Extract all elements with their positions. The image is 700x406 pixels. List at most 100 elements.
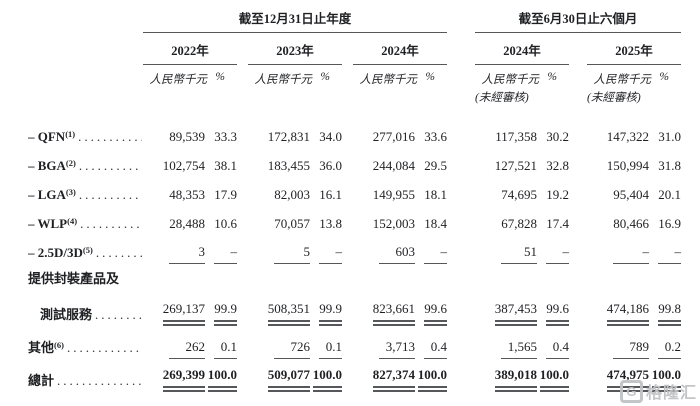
value-text: 51: [501, 244, 537, 264]
pct-cell: 18.4: [415, 216, 447, 235]
unaudited-note: (未經審核): [587, 92, 641, 104]
table-row: – WLP(4)................................…: [28, 206, 688, 235]
value-text: 172,831: [267, 129, 310, 144]
unaudited-note: [353, 89, 447, 105]
value-text: 5: [274, 244, 310, 264]
value-cell: 149,955: [353, 187, 415, 206]
pct-text: 19.2: [546, 187, 569, 202]
watermark-logo-icon: G: [619, 379, 643, 403]
leader-dots: ......................................: [95, 307, 142, 322]
table-row: – 2.5D/3D(5)............................…: [28, 235, 688, 264]
value-cell: 152,003: [353, 216, 415, 235]
value-cell: 508,351: [248, 301, 310, 326]
pct-text: 33.3: [214, 129, 237, 144]
pct-text: 100.0: [312, 367, 342, 392]
pct-text: 0.4: [424, 339, 447, 359]
pct-cell: 31.8: [649, 158, 681, 177]
table-row: 提供封裝產品及: [28, 264, 688, 290]
value-text: 117,358: [495, 129, 537, 144]
pct-text: 99.6: [546, 301, 569, 326]
pct-text: 33.6: [424, 129, 447, 144]
pct-text: 0.1: [319, 339, 342, 359]
period-cell-group: 152,003 18.4: [353, 216, 447, 235]
value-text: 269,399: [162, 367, 205, 392]
unaudited-note: (未經審核): [475, 92, 529, 104]
value-text: 389,018: [494, 367, 537, 392]
value-text: 74,695: [501, 187, 537, 202]
period-cell-group: 51–: [475, 244, 569, 264]
value-cell: 827,374: [353, 367, 415, 392]
pct-text: –: [214, 244, 237, 264]
row-label-text: 總計: [28, 373, 55, 388]
pct-cell: 16.1: [310, 187, 342, 206]
pct-text: 17.9: [214, 187, 237, 202]
value-text: 28,488: [169, 216, 205, 231]
pct-text: 10.6: [214, 216, 237, 231]
value-cell: 474,186: [587, 301, 649, 326]
period-cell-group: 823,661 99.6: [353, 301, 447, 326]
period-cell-group: 28,488 10.6: [143, 216, 237, 235]
period-cell-group: 48,353 17.9: [143, 187, 237, 206]
row-label-text: – BGA: [28, 158, 66, 173]
period-cell-group: 147,322 31.0: [587, 129, 681, 148]
value-cell: 269,137: [143, 301, 205, 326]
pct-cell: 0.4: [537, 339, 569, 359]
pct-text: 0.2: [658, 339, 681, 359]
financial-table: 截至12月31日止年度 截至6月30日止六個月 2022年 2023年 2024年 2…: [28, 8, 688, 392]
pct-cell: 0.2: [649, 339, 681, 359]
period-cell-group: 244,084 29.5: [353, 158, 447, 177]
table-row: – LGA(3)................................…: [28, 177, 688, 206]
value-text: 269,137: [162, 301, 205, 326]
footnote-superscript: (3): [65, 187, 76, 197]
value-cell: 1,565: [475, 339, 537, 359]
value-cell: 277,016: [353, 129, 415, 148]
footnote-superscript: (5): [82, 245, 93, 255]
leader-dots: ......................................: [66, 340, 142, 355]
pct-cell: –: [310, 244, 342, 264]
value-text: 244,084: [372, 158, 415, 173]
pct-text: –: [546, 244, 569, 264]
value-cell: 80,466: [587, 216, 649, 235]
row-label-text: – QFN: [28, 129, 66, 144]
row-label: – QFN(1)................................…: [28, 129, 143, 148]
value-cell: 95,404: [587, 187, 649, 206]
pct-text: –: [319, 244, 342, 264]
period-cell-group: 172,831 34.0: [248, 129, 342, 148]
value-cell: 269,399: [143, 367, 205, 392]
pct-cell: 99.9: [310, 301, 342, 326]
pct-cell: 99.6: [537, 301, 569, 326]
year-header: 2022年: [143, 40, 237, 65]
value-text: 127,521: [494, 158, 537, 173]
pct-text: 17.4: [546, 216, 569, 231]
footnote-superscript: (2): [65, 158, 76, 168]
period-cell-group: 183,455 36.0: [248, 158, 342, 177]
footnote-superscript: (1): [65, 129, 76, 139]
period-cell-group: 508,351 99.9: [248, 301, 342, 326]
row-label-text: 其他: [28, 340, 55, 355]
row-label-text: 測試服務: [40, 307, 93, 322]
pct-cell: 0.4: [415, 339, 447, 359]
value-text: 262: [169, 339, 205, 359]
value-cell: 89,539: [143, 129, 205, 148]
value-cell: 102,754: [143, 158, 205, 177]
pct-text: 99.6: [424, 301, 447, 326]
pct-cell: 17.4: [537, 216, 569, 235]
period-cell-group: 117,358 30.2: [475, 129, 569, 148]
period-group-titles: 截至12月31日止年度 截至6月30日止六個月: [143, 8, 688, 33]
pct-text: 99.8: [658, 301, 681, 326]
value-cell: 70,057: [248, 216, 310, 235]
period-cell-group: – –: [587, 244, 681, 264]
pct-text: 99.9: [214, 301, 237, 326]
value-cell: 5: [248, 244, 310, 264]
table-body: – QFN(1)................................…: [28, 119, 688, 392]
leader-dots: ......................................: [78, 187, 142, 202]
unaudited-note-row: (未經審核) (未經審核): [143, 89, 688, 105]
pct-cell: 32.8: [537, 158, 569, 177]
period-cell-group: 1,565 0.4: [475, 339, 569, 359]
pct-text: 18.4: [424, 216, 447, 231]
value-cell: 3,713: [353, 339, 415, 359]
period-cell-group: 150,994 31.8: [587, 158, 681, 177]
value-text: 827,374: [372, 367, 415, 392]
value-cell: 28,488: [143, 216, 205, 235]
value-cell: 509,077: [248, 367, 310, 392]
